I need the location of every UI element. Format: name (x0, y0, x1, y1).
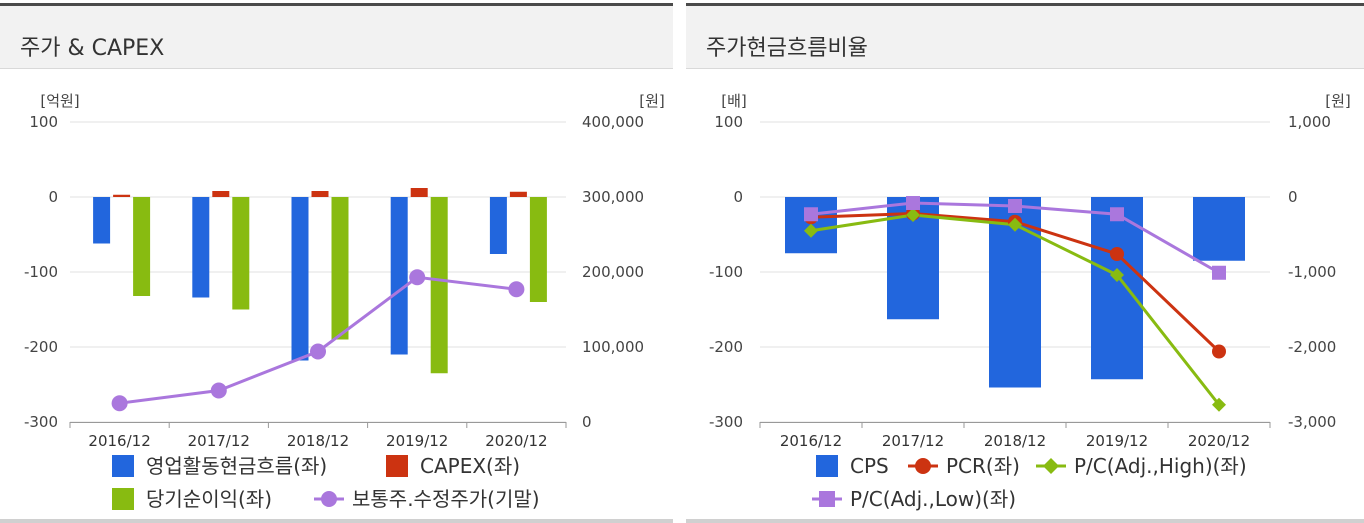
panel-top-border (0, 3, 673, 6)
panel-top-border (686, 3, 1364, 6)
legend-label: CAPEX(좌) (420, 454, 520, 478)
data-point (111, 395, 128, 412)
x-axis-label: 2017/12 (882, 432, 944, 450)
bar (331, 197, 349, 340)
bar (291, 197, 309, 361)
data-point (804, 207, 818, 222)
bar (133, 197, 151, 296)
bar (113, 194, 131, 197)
bar (93, 197, 111, 244)
left-axis-tick: -300 (709, 413, 743, 431)
data-point (1212, 265, 1226, 280)
data-point (906, 196, 920, 210)
data-point (1212, 344, 1226, 359)
data-point (508, 281, 525, 298)
bar (529, 197, 547, 302)
left-axis-tick: -100 (709, 263, 743, 281)
right-axis-tick: -1,000 (1288, 263, 1336, 281)
panel-header: 주가 & CAPEX (0, 6, 673, 69)
bar (1193, 197, 1245, 261)
legend-marker (819, 491, 835, 507)
right-axis-unit: [원] (1325, 92, 1351, 110)
legend-swatch (112, 488, 134, 510)
data-point (906, 208, 920, 222)
legend-label: 보통주.수정주가(기말) (352, 487, 540, 511)
left-axis-tick: 100 (714, 113, 743, 131)
legend-label: P/C(Adj.,Low)(좌) (850, 487, 1016, 511)
data-point (409, 269, 426, 286)
legend-label: 영업활동현금흐름(좌) (146, 454, 327, 478)
bar (430, 197, 448, 374)
bar (311, 191, 329, 197)
legend-swatch (112, 455, 134, 477)
x-axis-label: 2018/12 (287, 432, 349, 450)
pcr-chart: [배] [원] 100 0 -100 -200 -300 1,000 0 -1,000 -2,000… (709, 92, 1351, 511)
left-axis-tick: -200 (709, 338, 743, 356)
legend-swatch (386, 455, 408, 477)
bar (232, 197, 250, 310)
bar (410, 188, 428, 197)
panel-title: 주가 & CAPEX (20, 36, 165, 61)
x-axis-label: 2019/12 (1086, 432, 1148, 450)
data-point (804, 223, 818, 238)
right-axis-tick: -3,000 (1288, 413, 1336, 431)
right-axis-tick: 400,000 (582, 113, 644, 131)
bar (390, 197, 408, 355)
data-point (210, 382, 227, 399)
legend-label: 당기순이익(좌) (146, 487, 272, 511)
panel-header: 주가현금흐름비율 (686, 6, 1364, 69)
bar (509, 191, 527, 197)
left-axis-tick: 0 (733, 188, 743, 206)
data-point (1110, 247, 1124, 261)
left-axis-tick: -100 (24, 263, 58, 281)
bar (212, 191, 230, 197)
left-axis-unit: [배] (721, 92, 747, 110)
legend-label: PCR(좌) (946, 454, 1020, 478)
panel-title: 주가현금흐름비율 (706, 36, 868, 61)
x-axis-label: 2020/12 (1188, 432, 1250, 450)
stock-capex-chart: [억원] [원] 100 0 -100 -200 -300 400,000 300,000 200… (24, 92, 665, 511)
x-axis-label: 2018/12 (984, 432, 1046, 450)
left-axis-tick: 100 (29, 113, 58, 131)
data-point (310, 343, 326, 360)
right-axis-tick: 100,000 (582, 338, 644, 356)
x-axis-label: 2020/12 (485, 432, 547, 450)
right-axis-tick: 200,000 (582, 263, 644, 281)
right-axis-tick: 300,000 (582, 188, 644, 206)
data-point (1008, 199, 1022, 213)
left-axis-tick: 0 (48, 188, 58, 206)
right-axis-tick: 0 (1288, 188, 1298, 206)
x-axis-label: 2016/12 (88, 432, 150, 450)
bar (192, 197, 210, 298)
panel-bottom-border (686, 519, 1364, 523)
left-axis-tick: -300 (24, 413, 58, 431)
right-axis-tick: 1,000 (1288, 113, 1331, 131)
right-axis-tick: -2,000 (1288, 338, 1336, 356)
panel-bottom-border (0, 519, 673, 523)
legend-swatch (816, 455, 838, 477)
series-line (119, 275, 517, 405)
bar (1091, 197, 1143, 380)
legend-label: CPS (850, 454, 889, 478)
panel-pcr: 주가현금흐름비율 [배] [원] 100 0 -100 -200 -300 1,000 0 -1,… (686, 0, 1364, 523)
legend-marker (915, 458, 931, 474)
left-axis-tick: -200 (24, 338, 58, 356)
bar (489, 197, 507, 254)
data-point (1008, 217, 1022, 232)
left-axis-unit: [억원] (40, 92, 79, 110)
data-point (1212, 397, 1226, 412)
panel-stock-capex: 주가 & CAPEX [억원] [원] 100 0 -100 -200 -300 400,00… (0, 0, 673, 523)
right-axis-unit: [원] (639, 92, 665, 110)
data-point (1110, 268, 1124, 282)
data-point (1110, 207, 1124, 222)
legend-marker (321, 491, 337, 507)
right-axis-tick: 0 (582, 413, 592, 431)
legend-marker (1043, 458, 1059, 474)
x-axis-label: 2019/12 (386, 432, 448, 450)
x-axis-label: 2016/12 (780, 432, 842, 450)
legend-label: P/C(Adj.,High)(좌) (1074, 454, 1247, 478)
x-axis-label: 2017/12 (188, 432, 250, 450)
